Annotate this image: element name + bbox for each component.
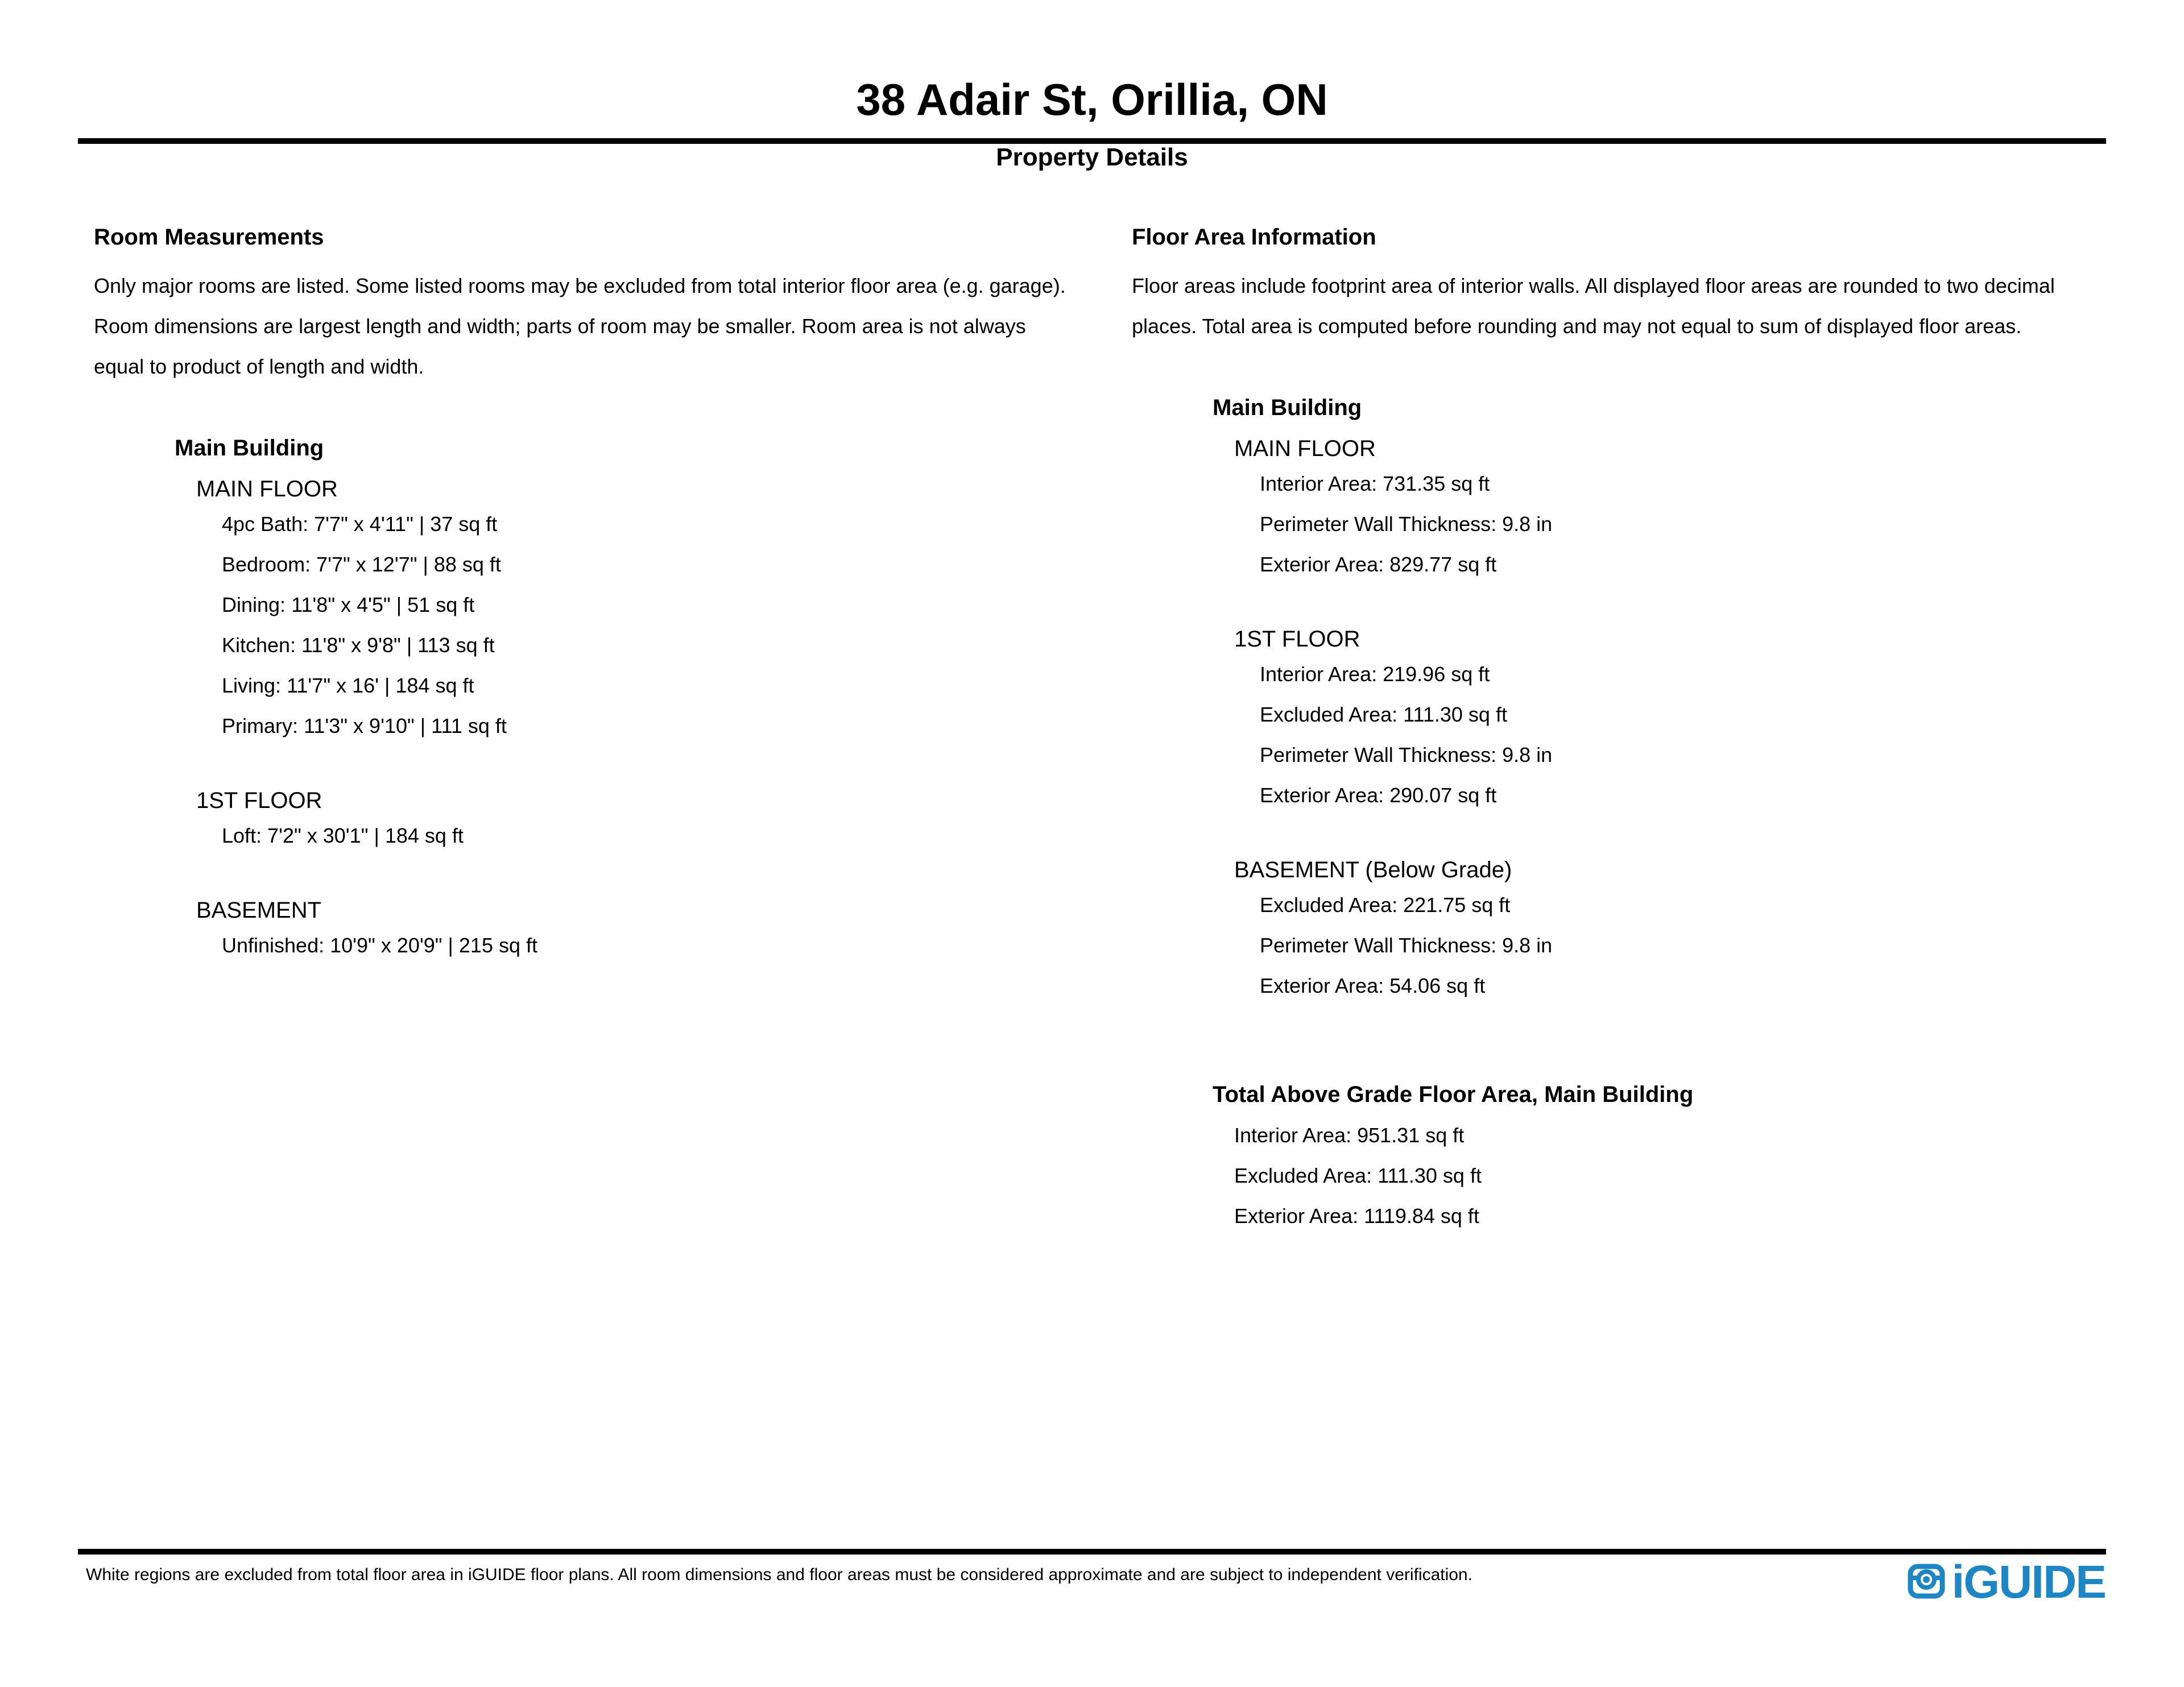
- area-line: Perimeter Wall Thickness: 9.8 in: [1260, 512, 1553, 536]
- floor-name: 1ST FLOOR: [196, 788, 322, 813]
- area-list: Interior Area: 731.35 sq ft Perimeter Wa…: [1260, 463, 2116, 585]
- floor-area-heading: Floor Area Information: [1132, 225, 1376, 250]
- area-list: Excluded Area: 221.75 sq ft Perimeter Wa…: [1260, 885, 2116, 1006]
- room-line: Loft: 7'2" x 30'1" | 184 sq ft: [222, 824, 464, 847]
- room-list: Unfinished: 10'9" x 20'9" | 215 sq ft: [222, 925, 1075, 965]
- room-measurements-note: Only major rooms are listed. Some listed…: [94, 274, 1066, 378]
- footer-disclaimer: White regions are excluded from total fl…: [86, 1565, 1472, 1584]
- room-line: Bedroom: 7'7" x 12'7" | 88 sq ft: [222, 553, 501, 576]
- room-line: Living: 11'7" x 16' | 184 sq ft: [222, 674, 474, 697]
- building-name: Main Building: [175, 436, 324, 461]
- room-line: 4pc Bath: 7'7" x 4'11" | 37 sq ft: [222, 512, 498, 536]
- area-line: Perimeter Wall Thickness: 9.8 in: [1260, 743, 1553, 766]
- floor-name: BASEMENT: [196, 898, 322, 923]
- area-line: Perimeter Wall Thickness: 9.8 in: [1260, 934, 1553, 957]
- room-line: Primary: 11'3" x 9'10" | 111 sq ft: [222, 714, 507, 737]
- room-list: Loft: 7'2" x 30'1" | 184 sq ft: [222, 815, 1075, 856]
- area-line: Exterior Area: 829.77 sq ft: [1260, 553, 1497, 576]
- page-subtitle: Property Details: [996, 143, 1188, 171]
- area-line: Excluded Area: 221.75 sq ft: [1260, 893, 1511, 917]
- area-block-basement: BASEMENT (Below Grade) Excluded Area: 22…: [1234, 855, 2116, 1006]
- floor-name: BASEMENT (Below Grade): [1234, 857, 1512, 882]
- floor-area-section: Floor Area Information Floor areas inclu…: [1132, 223, 2116, 1236]
- iguide-camera-icon: [1908, 1562, 1945, 1603]
- floor-block-main-floor: MAIN FLOOR 4pc Bath: 7'7" x 4'11" | 37 s…: [196, 474, 1075, 746]
- room-line: Dining: 11'8" x 4'5" | 51 sq ft: [222, 593, 475, 616]
- iguide-logo: iGUIDE: [1908, 1556, 2107, 1608]
- area-list: Interior Area: 219.96 sq ft Excluded Are…: [1260, 654, 2116, 815]
- area-block-main-floor: MAIN FLOOR Interior Area: 731.35 sq ft P…: [1234, 434, 2116, 585]
- total-list: Interior Area: 951.31 sq ft Excluded Are…: [1234, 1115, 2116, 1236]
- area-line: Exterior Area: 290.07 sq ft: [1260, 784, 1497, 807]
- floor-block-basement: BASEMENT Unfinished: 10'9" x 20'9" | 215…: [196, 896, 1075, 965]
- header-divider: [78, 138, 2106, 144]
- area-line: Interior Area: 731.35 sq ft: [1260, 472, 1490, 495]
- total-line: Excluded Area: 111.30 sq ft: [1234, 1164, 1482, 1187]
- area-line: Excluded Area: 111.30 sq ft: [1260, 703, 1507, 726]
- total-heading: Total Above Grade Floor Area, Main Build…: [1213, 1082, 1694, 1107]
- room-line: Unfinished: 10'9" x 20'9" | 215 sq ft: [222, 934, 537, 957]
- total-above-grade-block: Total Above Grade Floor Area, Main Build…: [1213, 1080, 2116, 1236]
- floor-name: MAIN FLOOR: [1234, 436, 1376, 461]
- building-name: Main Building: [1213, 395, 1362, 420]
- floor-area-note: Floor areas include footprint area of in…: [1132, 274, 2055, 338]
- area-line: Exterior Area: 54.06 sq ft: [1260, 974, 1486, 997]
- floor-name: 1ST FLOOR: [1234, 627, 1360, 652]
- room-measurements-section: Room Measurements Only major rooms are l…: [94, 223, 1075, 965]
- footer-divider: [78, 1549, 2106, 1555]
- total-line: Interior Area: 951.31 sq ft: [1234, 1124, 1465, 1147]
- floor-name: MAIN FLOOR: [196, 476, 338, 501]
- floor-block-1st-floor: 1ST FLOOR Loft: 7'2" x 30'1" | 184 sq ft: [196, 786, 1075, 856]
- room-list: 4pc Bath: 7'7" x 4'11" | 37 sq ft Bedroo…: [222, 504, 1075, 746]
- total-line: Exterior Area: 1119.84 sq ft: [1234, 1204, 1479, 1228]
- area-block-1st-floor: 1ST FLOOR Interior Area: 219.96 sq ft Ex…: [1234, 624, 2116, 815]
- room-line: Kitchen: 11'8" x 9'8" | 113 sq ft: [222, 633, 495, 657]
- iguide-logo-text: iGUIDE: [1951, 1556, 2107, 1608]
- room-measurements-heading: Room Measurements: [94, 225, 324, 250]
- area-line: Interior Area: 219.96 sq ft: [1260, 662, 1490, 686]
- page-title: 38 Adair St, Orillia, ON: [856, 74, 1328, 125]
